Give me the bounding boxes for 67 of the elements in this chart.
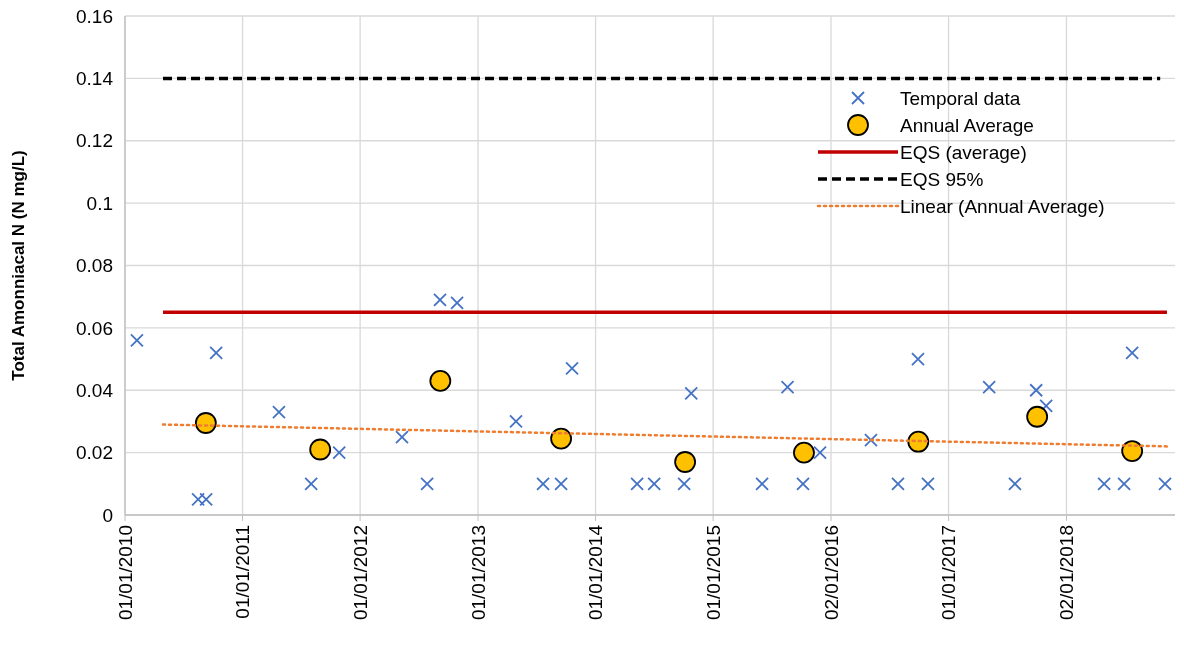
point — [780, 380, 795, 395]
point — [429, 369, 452, 392]
point — [921, 476, 935, 491]
point — [509, 414, 523, 429]
legend-label: EQS (average) — [900, 141, 1027, 163]
y-tick-label: 0.02 — [76, 442, 113, 464]
y-tick-label: 0.1 — [86, 192, 113, 214]
x-tick-label: 01/01/2010 — [114, 525, 136, 621]
point — [796, 476, 810, 491]
point — [130, 333, 144, 348]
legend-label: EQS 95% — [900, 168, 984, 190]
point — [755, 476, 769, 491]
point — [684, 386, 699, 401]
point — [1158, 476, 1172, 491]
legend-label: Annual Average — [900, 114, 1034, 136]
x-tick-label: 02/01/2016 — [820, 525, 842, 621]
point — [209, 345, 224, 360]
x-tick-label: 01/01/2011 — [232, 525, 254, 619]
point — [1121, 440, 1144, 462]
point — [1125, 345, 1140, 360]
point — [191, 492, 206, 507]
point — [793, 441, 815, 464]
point — [450, 296, 464, 310]
point — [1029, 383, 1044, 398]
point — [1008, 476, 1022, 491]
legend-label: Linear (Annual Average) — [900, 195, 1105, 217]
point — [911, 352, 925, 366]
point — [554, 476, 568, 491]
point — [864, 433, 878, 448]
point — [674, 451, 697, 473]
y-tick-label: 0.16 — [76, 5, 113, 27]
y-tick-label: 0.06 — [76, 317, 113, 339]
point — [1097, 476, 1112, 491]
point — [907, 430, 930, 453]
x-tick-label: 01/01/2012 — [349, 525, 371, 621]
y-tick-label: 0.12 — [76, 130, 113, 152]
point — [395, 430, 409, 444]
point — [309, 438, 332, 461]
point — [420, 476, 435, 491]
point — [536, 476, 550, 491]
point — [1026, 405, 1049, 428]
point — [813, 445, 827, 460]
x-tick-label: 02/01/2018 — [1056, 525, 1078, 621]
y-tick-label: 0.08 — [76, 255, 113, 277]
x-tick-label: 01/01/2014 — [585, 524, 607, 621]
point — [199, 492, 214, 507]
point — [630, 476, 645, 491]
x-tick-label: 01/01/2017 — [938, 525, 960, 621]
y-tick-label: 0 — [102, 504, 113, 526]
point — [982, 380, 997, 395]
x-tick-label: 01/01/2013 — [467, 525, 489, 621]
point — [272, 405, 286, 419]
point — [891, 476, 905, 491]
y-tick-label: 0.04 — [76, 379, 114, 401]
point — [304, 476, 319, 491]
point — [1039, 398, 1054, 413]
legend-label: Temporal data — [900, 87, 1021, 109]
point — [565, 361, 579, 376]
y-tick-label: 0.14 — [76, 68, 114, 90]
point — [1117, 476, 1132, 491]
point — [647, 476, 662, 491]
y-axis-title: Total Amonniacal N (N mg/L) — [9, 150, 28, 381]
point — [433, 292, 447, 307]
x-tick-label: 01/01/2015 — [702, 525, 724, 621]
point — [550, 427, 572, 450]
point — [677, 476, 692, 491]
point — [332, 445, 347, 460]
